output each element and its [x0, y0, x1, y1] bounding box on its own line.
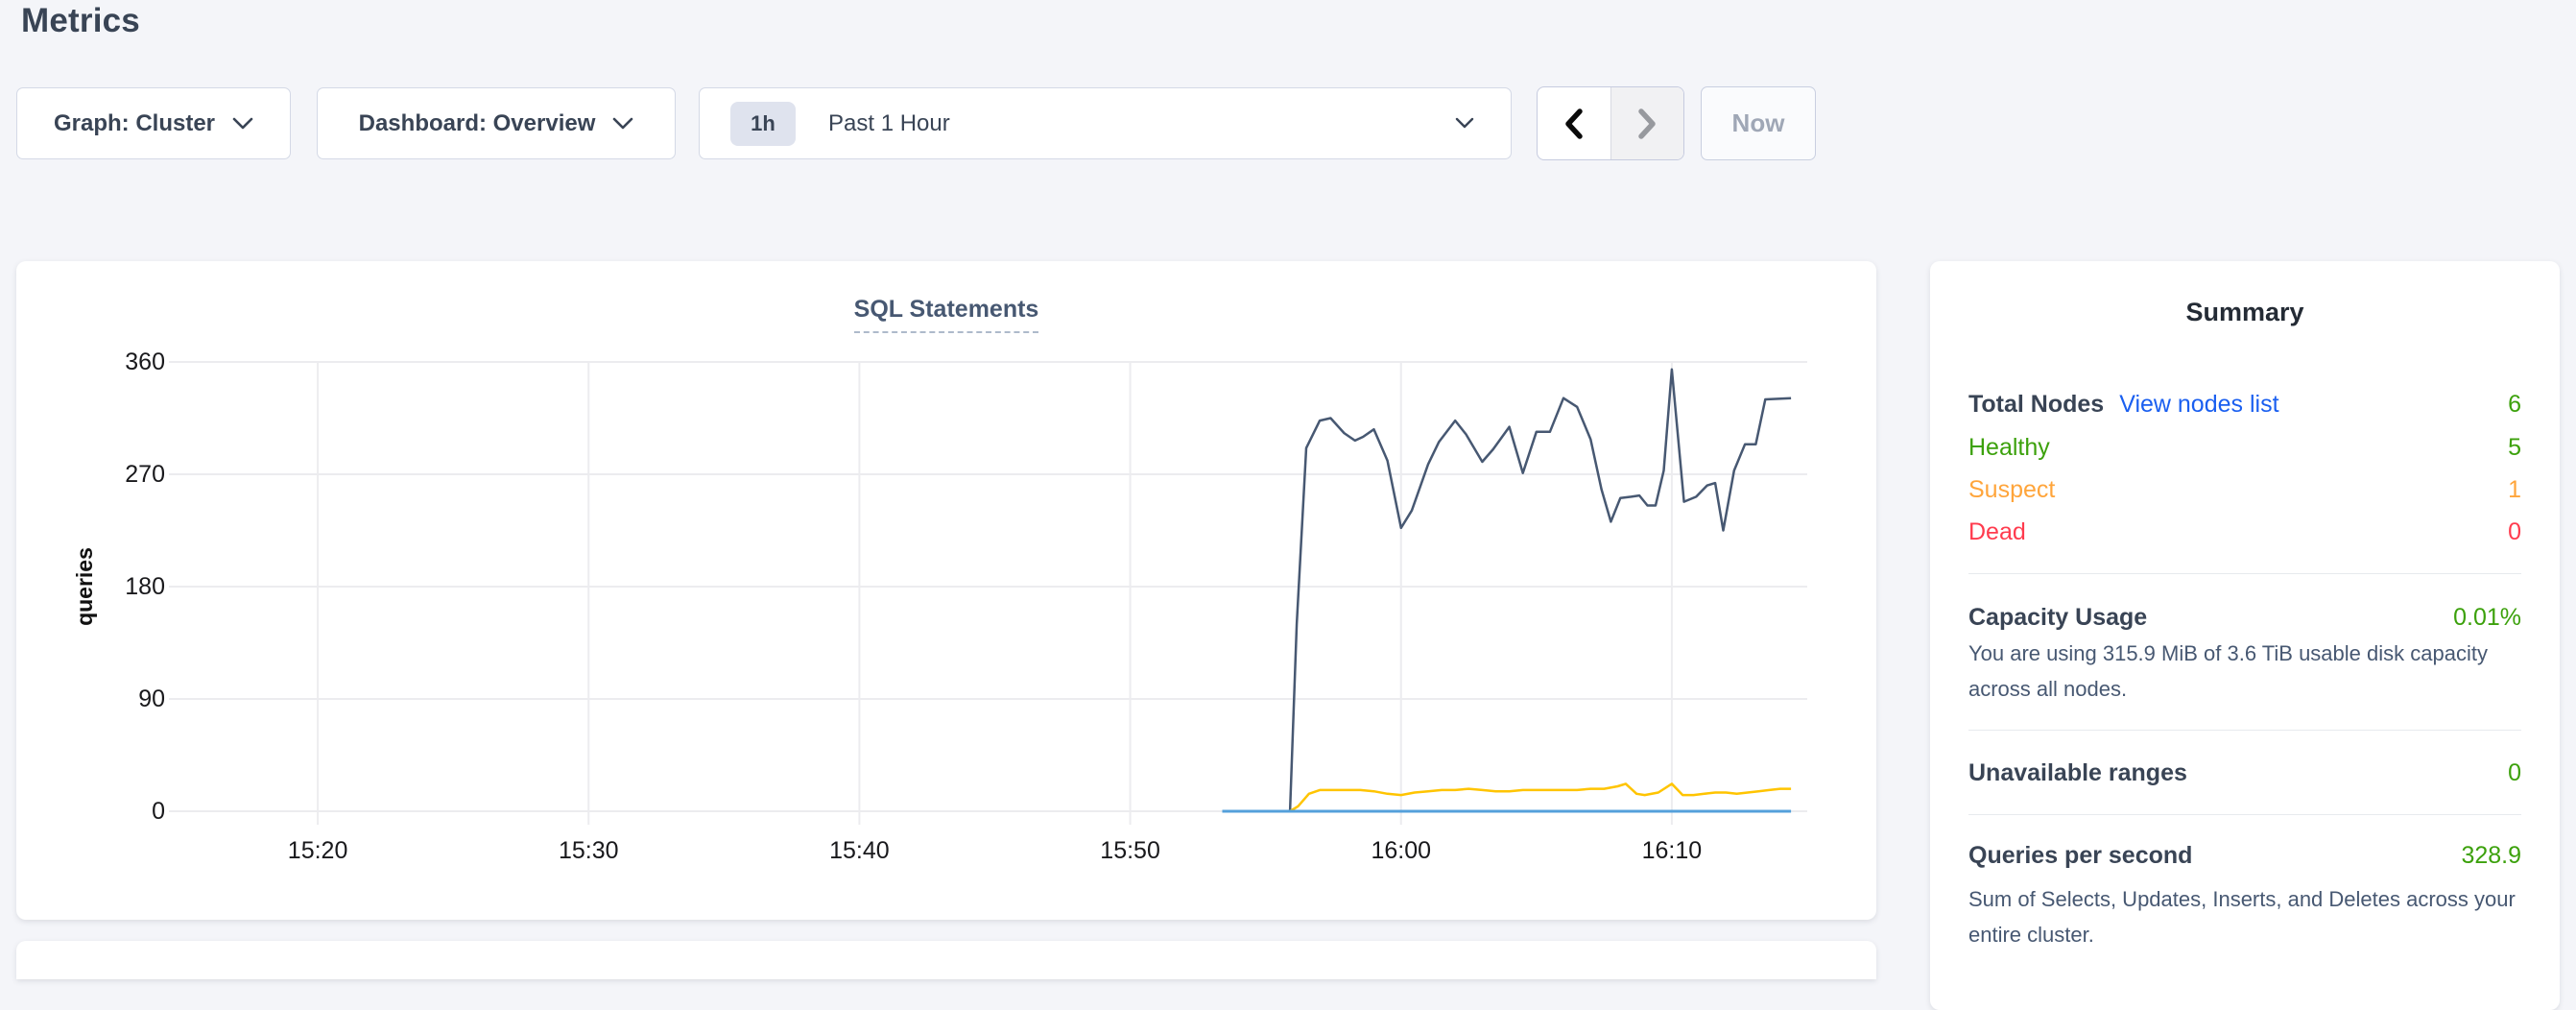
y-tick-label: 90	[16, 685, 165, 713]
line-dark	[1290, 370, 1791, 811]
x-tick-label: 15:30	[536, 837, 641, 865]
graph-scope-label: Graph: Cluster	[54, 110, 215, 137]
unavailable-ranges-value: 0	[2508, 759, 2521, 787]
capacity-usage-value: 0.01%	[2453, 604, 2521, 632]
divider	[1968, 814, 2521, 815]
chevron-down-icon	[612, 117, 633, 131]
healthy-nodes-row: Healthy 5	[1968, 426, 2521, 469]
suspect-label: Suspect	[1968, 476, 2055, 504]
capacity-usage-row: Capacity Usage 0.01%	[1968, 596, 2521, 639]
line-yellow	[1290, 783, 1791, 811]
x-tick-label: 16:10	[1619, 837, 1725, 865]
x-tick-label: 15:20	[265, 837, 370, 865]
queries-per-second-label: Queries per second	[1968, 842, 2192, 870]
y-tick-label: 360	[16, 348, 165, 376]
total-nodes-label: Total Nodes	[1968, 391, 2104, 419]
dead-nodes-row: Dead 0	[1968, 511, 2521, 554]
x-tick-label: 15:40	[806, 837, 912, 865]
chevron-right-icon	[1635, 108, 1658, 140]
chart-svg	[182, 362, 1807, 811]
summary-title: Summary	[1930, 298, 2560, 327]
step-back-button[interactable]	[1538, 87, 1610, 159]
suspect-value: 1	[2508, 476, 2521, 504]
unavailable-ranges-row: Unavailable ranges 0	[1968, 752, 2521, 795]
now-button-label: Now	[1732, 108, 1785, 138]
time-range-selector[interactable]: 1h Past 1 Hour	[699, 87, 1512, 159]
capacity-usage-label: Capacity Usage	[1968, 604, 2147, 632]
time-step-buttons	[1537, 86, 1684, 160]
time-range-badge: 1h	[730, 102, 796, 146]
summary-panel: Summary Total Nodes View nodes list 6 He…	[1930, 261, 2560, 1010]
chart-title[interactable]: SQL Statements	[854, 296, 1039, 333]
y-tick-label: 270	[16, 460, 165, 489]
dead-value: 0	[2508, 518, 2521, 546]
divider	[1968, 730, 2521, 731]
total-nodes-value: 6	[2508, 391, 2521, 419]
x-tick-label: 16:00	[1348, 837, 1454, 865]
y-tick-label: 180	[16, 572, 165, 601]
now-button[interactable]: Now	[1701, 86, 1816, 160]
chart-plot[interactable]	[182, 362, 1807, 811]
view-nodes-list-link[interactable]: View nodes list	[2119, 391, 2278, 419]
dashboard-label: Dashboard: Overview	[359, 110, 596, 137]
healthy-value: 5	[2508, 434, 2521, 462]
capacity-usage-description: You are using 315.9 MiB of 3.6 TiB usabl…	[1968, 636, 2523, 707]
suspect-nodes-row: Suspect 1	[1968, 469, 2521, 512]
dead-label: Dead	[1968, 518, 2026, 546]
step-forward-button[interactable]	[1610, 87, 1684, 159]
graph-scope-dropdown[interactable]: Graph: Cluster	[16, 87, 291, 159]
chevron-down-icon	[1455, 117, 1474, 130]
unavailable-ranges-label: Unavailable ranges	[1968, 759, 2187, 787]
time-range-label: Past 1 Hour	[828, 110, 1455, 137]
total-nodes-row: Total Nodes View nodes list 6	[1968, 383, 2521, 426]
queries-per-second-value: 328.9	[2461, 842, 2521, 870]
next-chart-card	[16, 941, 1876, 979]
metrics-page: Metrics Graph: Cluster Dashboard: Overvi…	[0, 0, 2576, 950]
chevron-down-icon	[232, 117, 253, 131]
dashboard-dropdown[interactable]: Dashboard: Overview	[317, 87, 676, 159]
queries-per-second-description: Sum of Selects, Updates, Inserts, and De…	[1968, 881, 2523, 952]
x-tick-label: 15:50	[1078, 837, 1183, 865]
chevron-left-icon	[1562, 108, 1586, 140]
queries-per-second-row: Queries per second 328.9	[1968, 834, 2521, 878]
healthy-label: Healthy	[1968, 434, 2050, 462]
page-title: Metrics	[21, 2, 140, 40]
divider	[1968, 573, 2521, 574]
y-tick-label: 0	[16, 797, 165, 826]
